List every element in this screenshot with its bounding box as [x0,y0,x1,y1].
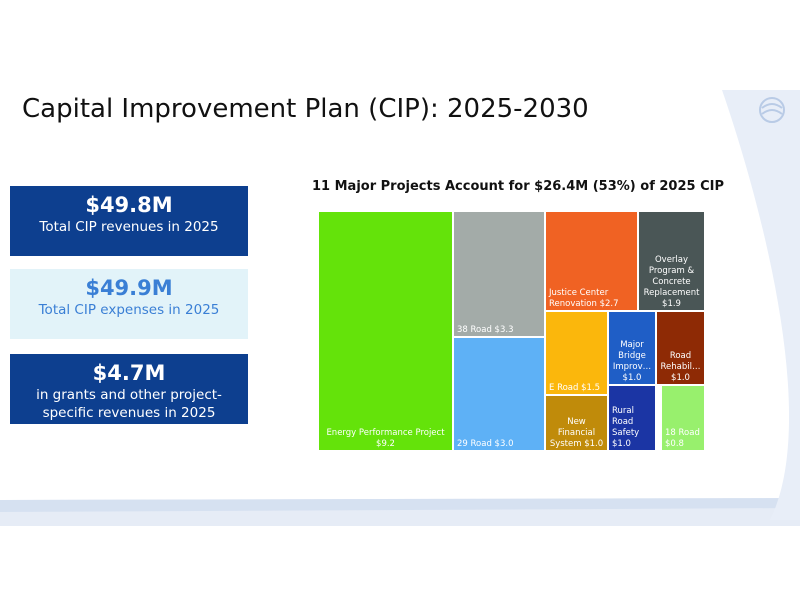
treemap-label: 18 Road $0.8 [665,428,700,449]
stat-value: $49.9M [85,276,173,300]
stat-caption: in grants and other project-specific rev… [36,387,222,421]
treemap-tile: Road Rehabil… $1.0 [657,312,704,384]
treemap-tile: 38 Road $3.3 [454,212,544,336]
treemap-rect [546,396,607,450]
treemap-label: 38 Road $3.3 [457,325,513,335]
treemap-rect [609,312,655,384]
stat-caption: Total CIP expenses in 2025 [38,302,220,318]
treemap-rect [657,312,704,384]
treemap-rect [609,386,655,450]
stat-value: $4.7M [92,361,166,385]
treemap-label: Energy Performance Project $9.2 [326,428,445,449]
treemap-rect [546,312,607,394]
treemap-label: Rural Road Safety $1.0 [612,406,639,449]
bottom-band-shadow [0,498,800,512]
treemap-tile: New Financial System $1.0 [546,396,607,450]
treemap-rect [319,212,452,450]
right-swoosh [722,90,800,520]
city-logo-icon [759,97,785,123]
treemap-label: Overlay Program & Concrete Replacement $1.9 [644,255,701,309]
treemap-rect [546,212,637,310]
treemap-label: New Financial System $1.0 [550,417,603,449]
treemap-tile: 29 Road $3.0 [454,338,544,450]
chart-title: 11 Major Projects Account for $26.4M (53… [312,179,724,194]
treemap-tile: Overlay Program & Concrete Replacement $1.9 [639,212,704,310]
stat-caption: Total CIP revenues in 2025 [39,219,219,235]
treemap-tile: Justice Center Renovation $2.7 [546,212,637,310]
treemap-rect [639,212,704,310]
treemap-tile: Rural Road Safety $1.0 [609,386,655,450]
treemap-rect [454,338,544,450]
treemap-label: Road Rehabil… $1.0 [661,351,701,383]
treemap-label: Major Bridge Improv… $1.0 [613,340,651,383]
treemap-tile: E Road $1.5 [546,312,607,394]
stat-box-expenses: $49.9M Total CIP expenses in 2025 [10,269,248,339]
page-title: Capital Improvement Plan (CIP): 2025-203… [22,94,589,124]
stat-box-grants: $4.7M in grants and other project-specif… [10,354,248,424]
treemap-label: Justice Center Renovation $2.7 [548,288,619,309]
treemap-label: 29 Road $3.0 [457,439,513,449]
treemap-rect [454,212,544,336]
stat-box-revenues: $49.8M Total CIP revenues in 2025 [10,186,248,256]
treemap-tile: 18 Road $0.8 [662,386,704,450]
stat-value: $49.8M [85,193,173,217]
treemap-tile: Energy Performance Project $9.2 [319,212,452,450]
treemap-label: E Road $1.5 [549,383,600,393]
treemap-rect [662,386,704,450]
treemap-tile: Major Bridge Improv… $1.0 [609,312,655,384]
